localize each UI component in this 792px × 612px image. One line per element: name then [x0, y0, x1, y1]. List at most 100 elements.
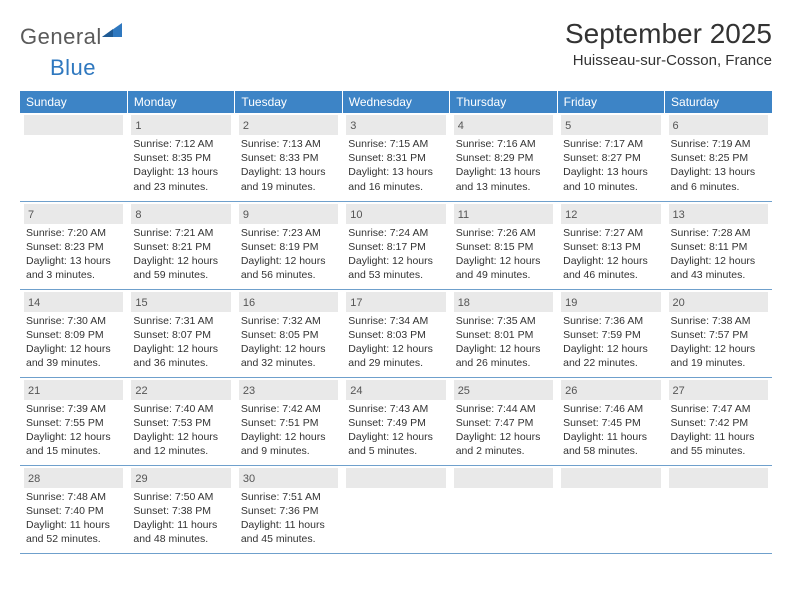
- day-number: 20: [673, 297, 685, 309]
- daynum-row: [454, 468, 553, 488]
- weekday-header: Thursday: [450, 91, 557, 113]
- daynum-row: 18: [454, 292, 553, 312]
- calendar-cell: 30Sunrise: 7:51 AMSunset: 7:36 PMDayligh…: [235, 465, 342, 553]
- sunrise-line: Sunrise: 7:47 AM: [671, 402, 766, 416]
- daynum-row: 21: [24, 380, 123, 400]
- calendar-cell: 11Sunrise: 7:26 AMSunset: 8:15 PMDayligh…: [450, 201, 557, 289]
- calendar-cell: [20, 113, 127, 201]
- calendar-cell: 2Sunrise: 7:13 AMSunset: 8:33 PMDaylight…: [235, 113, 342, 201]
- sunrise-line: Sunrise: 7:48 AM: [26, 490, 121, 504]
- daynum-row: 1: [131, 115, 230, 135]
- daynum-row: 28: [24, 468, 123, 488]
- day-number: 5: [565, 120, 571, 132]
- calendar-cell: 17Sunrise: 7:34 AMSunset: 8:03 PMDayligh…: [342, 289, 449, 377]
- day-number: [350, 473, 353, 485]
- daynum-row: 29: [131, 468, 230, 488]
- daynum-row: 14: [24, 292, 123, 312]
- daylight-line: Daylight: 13 hours and 10 minutes.: [563, 165, 658, 193]
- calendar-cell: 18Sunrise: 7:35 AMSunset: 8:01 PMDayligh…: [450, 289, 557, 377]
- calendar-cell: 16Sunrise: 7:32 AMSunset: 8:05 PMDayligh…: [235, 289, 342, 377]
- day-number: 15: [135, 297, 147, 309]
- day-number: [565, 473, 568, 485]
- daylight-line: Daylight: 12 hours and 9 minutes.: [241, 430, 336, 458]
- daynum-row: 7: [24, 204, 123, 224]
- sunset-line: Sunset: 8:23 PM: [26, 240, 121, 254]
- day-number: 18: [458, 297, 470, 309]
- sunrise-line: Sunrise: 7:50 AM: [133, 490, 228, 504]
- day-number: 16: [243, 297, 255, 309]
- day-number: 17: [350, 297, 362, 309]
- day-info: Sunrise: 7:46 AMSunset: 7:45 PMDaylight:…: [561, 402, 660, 459]
- calendar-week-row: 7Sunrise: 7:20 AMSunset: 8:23 PMDaylight…: [20, 201, 772, 289]
- sunrise-line: Sunrise: 7:42 AM: [241, 402, 336, 416]
- daynum-row: 5: [561, 115, 660, 135]
- day-number: 24: [350, 385, 362, 397]
- daylight-line: Daylight: 12 hours and 36 minutes.: [133, 342, 228, 370]
- weekday-header: Friday: [557, 91, 664, 113]
- calendar-cell: 19Sunrise: 7:36 AMSunset: 7:59 PMDayligh…: [557, 289, 664, 377]
- day-number: 3: [350, 120, 356, 132]
- daylight-line: Daylight: 12 hours and 15 minutes.: [26, 430, 121, 458]
- sunset-line: Sunset: 8:01 PM: [456, 328, 551, 342]
- day-number: 6: [673, 120, 679, 132]
- sunrise-line: Sunrise: 7:24 AM: [348, 226, 443, 240]
- day-number: 11: [458, 209, 469, 221]
- day-number: [673, 473, 676, 485]
- sunset-line: Sunset: 8:21 PM: [133, 240, 228, 254]
- sunset-line: Sunset: 7:59 PM: [563, 328, 658, 342]
- sunrise-line: Sunrise: 7:15 AM: [348, 137, 443, 151]
- day-info: Sunrise: 7:16 AMSunset: 8:29 PMDaylight:…: [454, 137, 553, 194]
- daynum-row: 20: [669, 292, 768, 312]
- daylight-line: Daylight: 12 hours and 32 minutes.: [241, 342, 336, 370]
- sunset-line: Sunset: 8:19 PM: [241, 240, 336, 254]
- sunrise-line: Sunrise: 7:43 AM: [348, 402, 443, 416]
- sunrise-line: Sunrise: 7:44 AM: [456, 402, 551, 416]
- day-info: Sunrise: 7:19 AMSunset: 8:25 PMDaylight:…: [669, 137, 768, 194]
- day-info: Sunrise: 7:17 AMSunset: 8:27 PMDaylight:…: [561, 137, 660, 194]
- daylight-line: Daylight: 13 hours and 3 minutes.: [26, 254, 121, 282]
- daynum-row: 16: [239, 292, 338, 312]
- calendar-cell: 14Sunrise: 7:30 AMSunset: 8:09 PMDayligh…: [20, 289, 127, 377]
- day-number: [458, 473, 461, 485]
- daylight-line: Daylight: 12 hours and 53 minutes.: [348, 254, 443, 282]
- day-info: Sunrise: 7:20 AMSunset: 8:23 PMDaylight:…: [24, 226, 123, 283]
- sunset-line: Sunset: 7:38 PM: [133, 504, 228, 518]
- calendar-cell: 5 Sunrise: 7:17 AMSunset: 8:27 PMDaylight…: [557, 113, 664, 201]
- day-info: Sunrise: 7:42 AMSunset: 7:51 PMDaylight:…: [239, 402, 338, 459]
- sunrise-line: Sunrise: 7:26 AM: [456, 226, 551, 240]
- sunrise-line: Sunrise: 7:38 AM: [671, 314, 766, 328]
- daynum-row: 11: [454, 204, 553, 224]
- daynum-row: 17: [346, 292, 445, 312]
- sunset-line: Sunset: 8:15 PM: [456, 240, 551, 254]
- daylight-line: Daylight: 12 hours and 29 minutes.: [348, 342, 443, 370]
- day-number: 29: [135, 473, 147, 485]
- daylight-line: Daylight: 12 hours and 12 minutes.: [133, 430, 228, 458]
- daylight-line: Daylight: 11 hours and 58 minutes.: [563, 430, 658, 458]
- location: Huisseau-sur-Cosson, France: [565, 52, 772, 69]
- day-info: Sunrise: 7:48 AMSunset: 7:40 PMDaylight:…: [24, 490, 123, 547]
- sunset-line: Sunset: 7:45 PM: [563, 416, 658, 430]
- daylight-line: Daylight: 12 hours and 19 minutes.: [671, 342, 766, 370]
- daylight-line: Daylight: 13 hours and 16 minutes.: [348, 165, 443, 193]
- calendar-cell: [450, 465, 557, 553]
- daylight-line: Daylight: 12 hours and 22 minutes.: [563, 342, 658, 370]
- daylight-line: Daylight: 11 hours and 48 minutes.: [133, 518, 228, 546]
- sunset-line: Sunset: 8:05 PM: [241, 328, 336, 342]
- day-number: 23: [243, 385, 255, 397]
- sunset-line: Sunset: 8:35 PM: [133, 151, 228, 165]
- calendar-cell: 1Sunrise: 7:12 AMSunset: 8:35 PMDaylight…: [127, 113, 234, 201]
- sunset-line: Sunset: 8:31 PM: [348, 151, 443, 165]
- daynum-row: 2: [239, 115, 338, 135]
- day-number: [28, 120, 31, 132]
- day-number: 9: [243, 209, 249, 221]
- day-info: Sunrise: 7:50 AMSunset: 7:38 PMDaylight:…: [131, 490, 230, 547]
- calendar-body: 1Sunrise: 7:12 AMSunset: 8:35 PMDaylight…: [20, 113, 772, 553]
- daylight-line: Daylight: 13 hours and 23 minutes.: [133, 165, 228, 193]
- calendar-cell: [557, 465, 664, 553]
- day-number: 8: [135, 209, 141, 221]
- calendar-week-row: 14Sunrise: 7:30 AMSunset: 8:09 PMDayligh…: [20, 289, 772, 377]
- title-block: September 2025 Huisseau-sur-Cosson, Fran…: [565, 18, 772, 69]
- sunrise-line: Sunrise: 7:36 AM: [563, 314, 658, 328]
- sunset-line: Sunset: 7:55 PM: [26, 416, 121, 430]
- calendar-cell: 26Sunrise: 7:46 AMSunset: 7:45 PMDayligh…: [557, 377, 664, 465]
